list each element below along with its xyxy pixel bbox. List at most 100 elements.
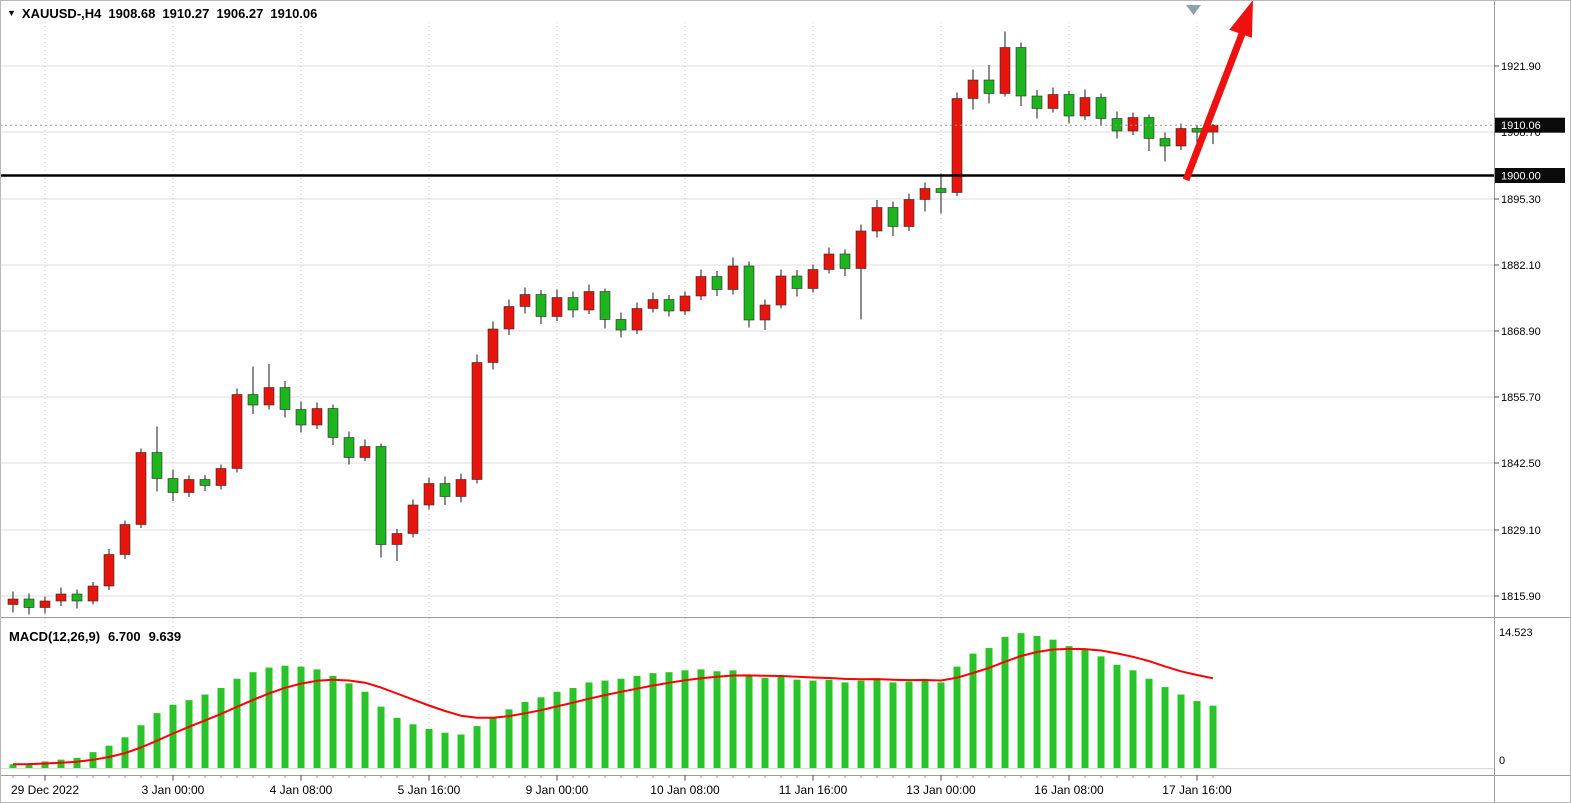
candle <box>615 312 627 338</box>
candle-body <box>1079 97 1091 117</box>
quote-high: 1910.27 <box>162 6 210 21</box>
candle <box>471 354 483 484</box>
macd-bar <box>9 764 17 768</box>
macd-bar <box>345 683 353 768</box>
current-price-badge-text: 1910.06 <box>1501 120 1541 132</box>
macd-bar <box>1033 635 1041 768</box>
candle <box>519 287 531 314</box>
macd-bar <box>1049 639 1057 768</box>
candle <box>503 299 515 335</box>
candle <box>1127 112 1139 135</box>
macd-bar <box>57 759 65 768</box>
macd-bar <box>377 706 385 768</box>
macd-bar <box>313 669 321 768</box>
up-arrow-annotation[interactable] <box>1182 0 1253 182</box>
grid-layer <box>0 22 1494 775</box>
macd-bar <box>953 666 961 768</box>
chart-shift-marker-icon[interactable] <box>1186 5 1201 15</box>
candle <box>551 289 563 321</box>
candle <box>439 476 451 505</box>
candle <box>695 269 707 300</box>
time-axis-label: 29 Dec 2022 <box>11 783 79 797</box>
candle <box>1047 87 1059 113</box>
candle-body <box>407 504 419 534</box>
candle <box>119 520 131 559</box>
candle-body <box>1127 117 1139 132</box>
macd-bar <box>1097 656 1105 768</box>
time-axis-label: 4 Jan 08:00 <box>270 783 333 797</box>
macd-bar <box>969 653 977 768</box>
macd-bar <box>489 717 497 768</box>
candle-body <box>423 483 435 506</box>
candle-body <box>71 593 83 602</box>
price-axis-label: 1868.90 <box>1501 326 1541 338</box>
macd-bar <box>1193 701 1201 768</box>
macd-bar <box>905 681 913 768</box>
candle <box>183 475 195 497</box>
macd-bar <box>265 667 273 768</box>
time-axis-label: 11 Jan 16:00 <box>779 783 848 797</box>
candle <box>1015 42 1027 106</box>
candle-body <box>679 295 691 312</box>
candle-body <box>711 276 723 290</box>
candle-body <box>887 207 899 227</box>
macd-bar <box>601 680 609 768</box>
candle-body <box>855 230 867 269</box>
main-pane[interactable] <box>0 0 1494 615</box>
candle-body <box>1175 128 1187 147</box>
candle <box>391 529 403 561</box>
candle-body <box>23 598 35 608</box>
current-price-badge-bg <box>1495 117 1565 133</box>
arrow-shaft <box>1182 32 1246 182</box>
candle <box>567 291 579 318</box>
macd-indicator-header: MACD(12,26,9) 6.700 9.639 <box>9 629 181 644</box>
symbol-dropdown-icon[interactable]: ▼ <box>7 8 16 18</box>
candle-body <box>1031 95 1043 109</box>
candle <box>1095 93 1107 126</box>
candle <box>327 404 339 445</box>
candle <box>455 473 467 503</box>
candle <box>55 587 67 606</box>
macd-bar <box>361 691 369 768</box>
candle <box>311 402 323 429</box>
candle <box>247 366 259 414</box>
candle-body <box>7 598 19 605</box>
macd-bar <box>41 761 49 768</box>
time-axis-label: 3 Jan 00:00 <box>142 783 205 797</box>
candle-body <box>231 394 243 469</box>
candle <box>343 431 355 465</box>
candle-body <box>1063 94 1075 117</box>
candle <box>23 593 35 615</box>
candle <box>599 288 611 329</box>
macd-bar <box>329 675 337 768</box>
candle <box>487 321 499 370</box>
macd-bar <box>1017 633 1025 768</box>
candle-body <box>1159 138 1171 147</box>
level-price-badge[interactable]: 1900.00 <box>1495 168 1565 183</box>
candle-body <box>871 207 883 232</box>
candle-body <box>823 253 835 270</box>
macd-bar <box>457 734 465 768</box>
candle <box>711 271 723 296</box>
candle-body <box>455 479 467 497</box>
candle <box>535 290 547 324</box>
candle <box>999 31 1011 97</box>
candle <box>647 292 659 313</box>
quote-open: 1908.68 <box>108 6 156 21</box>
macd-bar <box>441 732 449 768</box>
macd-bar <box>825 679 833 768</box>
candle-body <box>183 479 195 493</box>
macd-bar <box>201 694 209 768</box>
candle <box>1031 90 1043 119</box>
macd-bar <box>793 679 801 768</box>
candle-body <box>327 408 339 438</box>
macd-bar <box>425 728 433 768</box>
macd-pane[interactable] <box>0 633 1494 769</box>
candle-body <box>1015 47 1027 97</box>
candle <box>855 224 867 320</box>
candle <box>727 257 739 295</box>
candle-body <box>1191 128 1203 133</box>
macd-bar <box>681 670 689 768</box>
candle-body <box>199 479 211 486</box>
